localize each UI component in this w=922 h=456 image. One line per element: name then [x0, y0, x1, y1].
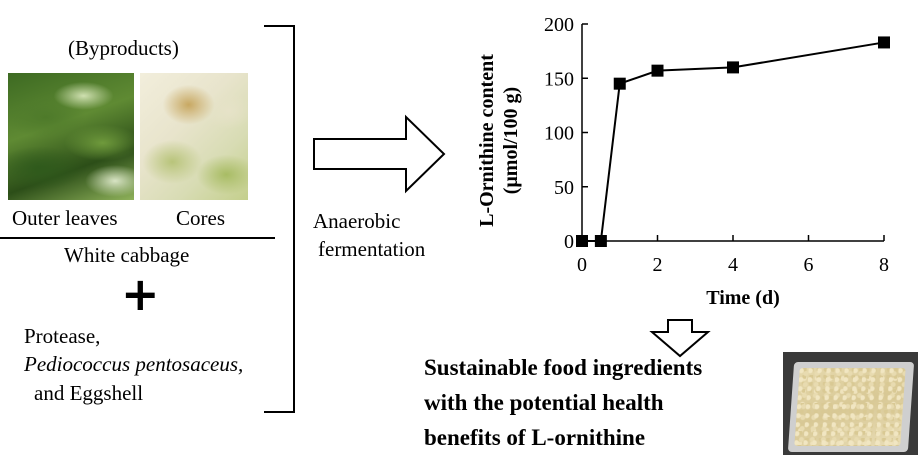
y-axis-title-line-1: L-Ornithine content: [476, 54, 498, 227]
data-point-marker: [727, 61, 739, 74]
y-tick-label: 0: [564, 231, 574, 253]
byproducts-label: (Byproducts): [68, 36, 179, 60]
additives-line-2: Pediococcus pentosaceus,: [24, 352, 244, 376]
additives-line-1: Protease,: [24, 324, 101, 348]
outer-leaves-label: Outer leaves: [12, 206, 118, 230]
x-tick-label: 2: [653, 254, 663, 276]
plus-icon: +: [121, 271, 160, 317]
down-arrow-icon: [649, 319, 711, 358]
x-tick-label: 4: [728, 254, 738, 276]
outer-leaves-photo: [8, 73, 134, 200]
cores-photo: [140, 73, 248, 200]
process-label-line-1: Anaerobic: [313, 209, 401, 233]
grouping-bracket: [264, 25, 295, 413]
cores-label: Cores: [176, 206, 225, 230]
white-cabbage-label: White cabbage: [64, 243, 190, 267]
plus-symbol: +: [121, 267, 160, 321]
result-line-2: with the potential health: [424, 390, 664, 415]
divider-line: [0, 237, 275, 239]
y-axis-title-line-2: (μmol/100 g): [500, 87, 522, 194]
x-tick-label: 0: [577, 254, 587, 276]
ornithine-line-chart: 0 50 100 150 200 0 2 4 6 8 Time (d) L-Ornithine con…: [476, 14, 890, 309]
y-tick-label: 50: [554, 177, 574, 199]
y-tick-label: 100: [544, 123, 574, 145]
right-arrow-icon: [313, 114, 446, 194]
x-axis-title: Time (d): [706, 287, 780, 309]
result-line-1: Sustainable food ingredients: [424, 355, 703, 380]
fermented-product-tray-photo: [783, 352, 918, 455]
tray-contents: [794, 368, 906, 446]
y-tick-label: 200: [544, 14, 574, 36]
data-point-marker: [878, 36, 890, 49]
process-label-line-2: fermentation: [318, 237, 426, 261]
result-line-3: benefits of L-ornithine: [424, 425, 646, 450]
y-tick-label: 150: [544, 68, 574, 90]
data-point-marker: [594, 235, 607, 247]
data-point-marker: [651, 64, 664, 77]
data-point-marker: [613, 77, 626, 90]
x-tick-label: 6: [804, 254, 814, 276]
data-point-marker: [576, 235, 588, 247]
additives-line-3: and Eggshell: [34, 381, 144, 405]
x-tick-label: 8: [879, 254, 889, 276]
